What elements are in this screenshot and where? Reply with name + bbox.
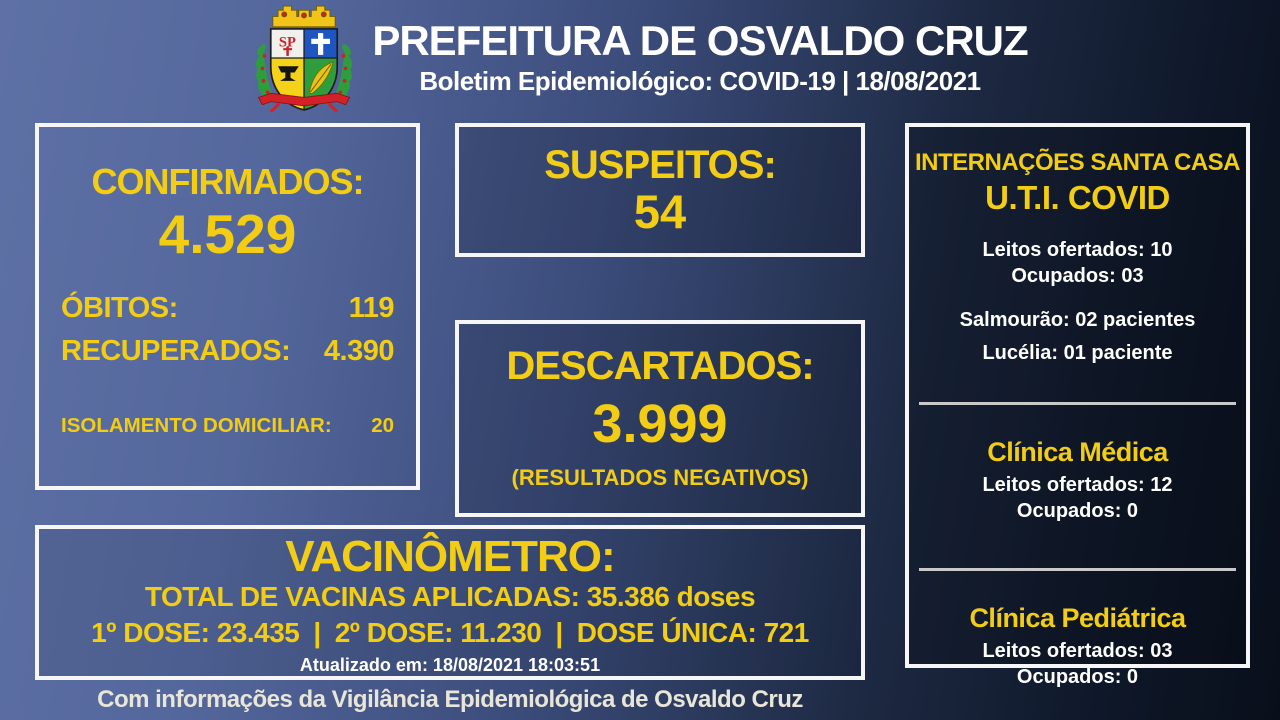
- svg-text:SP: SP: [279, 35, 296, 51]
- deaths-label: ÓBITOS:: [61, 292, 178, 324]
- source-attribution: Com informações da Vigilância Epidemioló…: [97, 686, 803, 713]
- updated-timestamp: Atualizado em: 18/08/2021 18:03:51: [299, 655, 601, 675]
- vaccines-total: TOTAL DE VACINAS APLICADAS: 35.386 doses: [144, 581, 756, 612]
- section-divider: [919, 568, 1236, 571]
- clinic-beds-offered: Leitos ofertados: 03: [982, 640, 1173, 662]
- vaccinometer-box: VACINÔMETRO: TOTAL DE VACINAS APLICADAS:…: [35, 525, 865, 680]
- confirmed-value: 4.529: [158, 203, 297, 265]
- suspects-label: SUSPEITOS:: [544, 143, 777, 188]
- patient-origin-cities: Salmourão: 02 pacientes Lucélia: 01 paci…: [909, 307, 1246, 366]
- vaccinometer-title: VACINÔMETRO:: [285, 532, 615, 581]
- home-isolation-value: 20: [371, 414, 394, 437]
- confirmed-label: CONFIRMADOS:: [91, 161, 365, 202]
- icu-beds-offered: Leitos ofertados: 10: [982, 239, 1173, 261]
- hospital-admissions-box: INTERNAÇÕES SANTA CASA U.T.I. COVID Leit…: [905, 123, 1250, 688]
- recovered-value: 4.390: [323, 335, 395, 367]
- confirmed-cases-box: CONFIRMADOS: 4.529 ÓBITOS: 119 RECUPERAD…: [35, 123, 420, 490]
- city-patients: Salmourão: 02 pacientes: [959, 309, 1196, 331]
- header: SP: [0, 0, 1280, 116]
- discarded-label: DESCARTADOS:: [506, 344, 814, 388]
- discarded-note: (RESULTADOS NEGATIVOS): [511, 465, 809, 490]
- discarded-cases-box: DESCARTADOS: 3.999 (RESULTADOS NEGATIVOS…: [455, 320, 865, 517]
- recovered-row: RECUPERADOS: 4.390: [61, 335, 395, 368]
- recovered-label: RECUPERADOS:: [61, 335, 291, 367]
- dose-unique-value: DOSE ÚNICA: 721: [576, 617, 810, 648]
- dose-1-value: 1º DOSE: 23.435: [91, 617, 300, 648]
- suspects-value: 54: [633, 185, 687, 239]
- ribbon: [258, 92, 351, 112]
- pipe-separator: |: [313, 617, 321, 648]
- icu-covid-subtitle: U.T.I. COVID: [985, 179, 1170, 216]
- icu-stats: Leitos ofertados: 10 Ocupados: 03: [909, 237, 1246, 289]
- discarded-value: 3.999: [592, 394, 728, 454]
- page-title: PREFEITURA DE OSVALDO CRUZ: [372, 17, 1028, 65]
- doses-breakdown: 1º DOSE: 23.435 | 2º DOSE: 11.230 | DOSE…: [91, 617, 809, 649]
- home-isolation-label: ISOLAMENTO DOMICILIAR:: [61, 414, 332, 437]
- city-coat-of-arms-icon: SP: [256, 5, 353, 112]
- dose-2-value: 2º DOSE: 11.230: [334, 617, 542, 648]
- pediatric-clinic-title: Clínica Pediátrica: [969, 603, 1186, 633]
- laurel-branches: [256, 44, 353, 103]
- pediatric-clinic-stats: Leitos ofertados: 03 Ocupados: 0: [909, 638, 1246, 690]
- page-subtitle: Boletim Epidemiológico: COVID-19 | 18/08…: [419, 65, 981, 96]
- header-text: PREFEITURA DE OSVALDO CRUZ Boletim Epide…: [372, 17, 1028, 96]
- clinic-beds-occupied: Ocupados: 0: [1016, 666, 1139, 688]
- deaths-row: ÓBITOS: 119: [61, 292, 395, 325]
- icu-beds-occupied: Ocupados: 03: [1011, 265, 1144, 287]
- city-patients: Lucélia: 01 paciente: [982, 342, 1173, 364]
- home-isolation-row: ISOLAMENTO DOMICILIAR: 20: [61, 414, 394, 438]
- section-divider: [919, 402, 1236, 405]
- suspected-cases-box: SUSPEITOS: 54: [455, 123, 865, 257]
- deaths-value: 119: [348, 292, 395, 324]
- clinic-beds-offered: Leitos ofertados: 12: [982, 474, 1173, 496]
- medical-clinic-stats: Leitos ofertados: 12 Ocupados: 0: [909, 472, 1246, 524]
- hospital-title: INTERNAÇÕES SANTA CASA: [914, 149, 1241, 176]
- clinic-beds-occupied: Ocupados: 0: [1016, 500, 1139, 522]
- medical-clinic-title: Clínica Médica: [987, 437, 1168, 467]
- mural-crown: [272, 5, 336, 28]
- pipe-separator: |: [555, 617, 563, 648]
